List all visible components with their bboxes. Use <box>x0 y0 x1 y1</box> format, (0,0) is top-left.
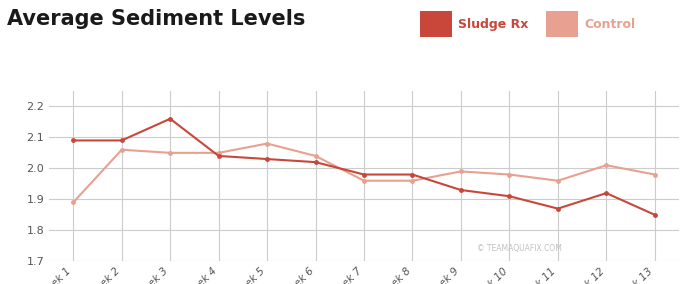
Text: Control: Control <box>584 18 636 31</box>
Text: © TEAMAQUAFIX.COM: © TEAMAQUAFIX.COM <box>477 244 562 253</box>
Text: Average Sediment Levels: Average Sediment Levels <box>7 9 305 28</box>
Text: Sludge Rx: Sludge Rx <box>458 18 529 31</box>
